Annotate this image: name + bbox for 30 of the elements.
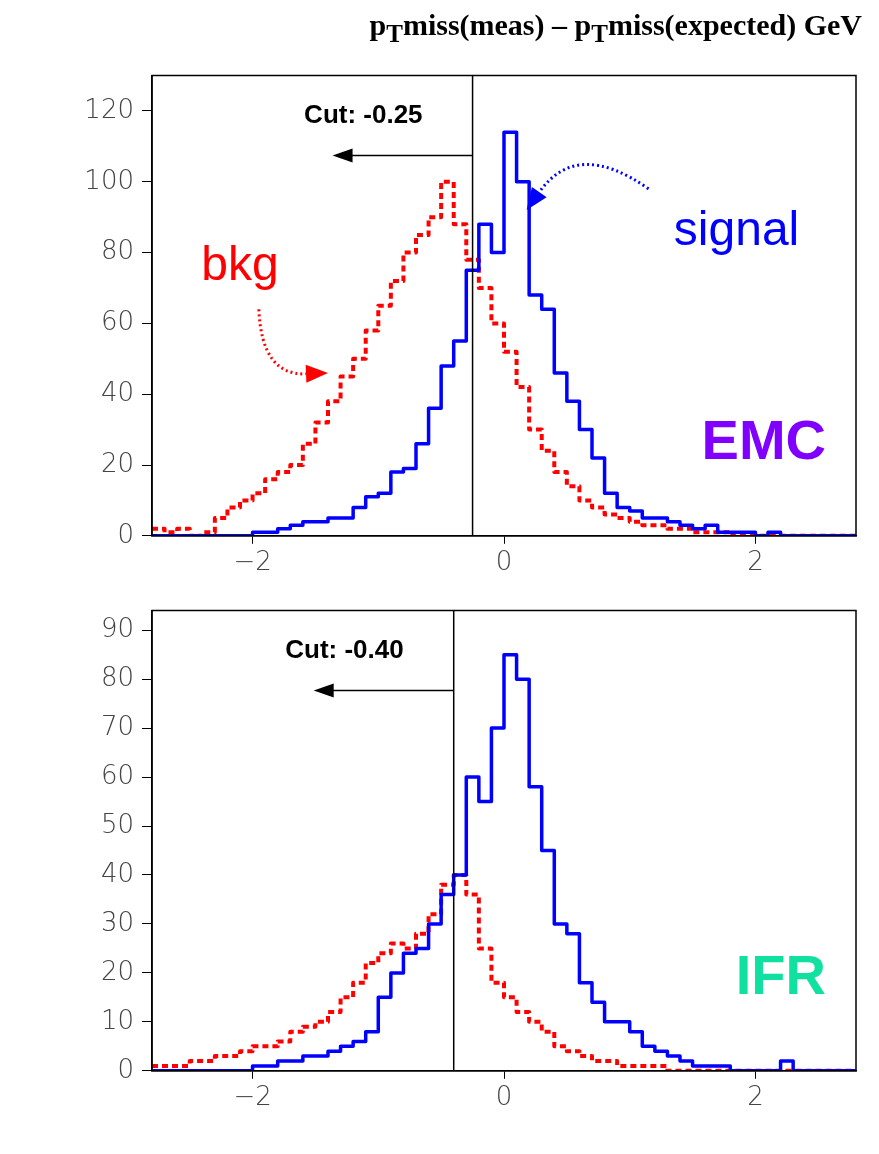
y-tick-label: 80 — [100, 661, 134, 692]
x-tick-label: 0 — [495, 1081, 513, 1112]
y-tick-label: 40 — [100, 857, 134, 888]
annotation: EMC — [701, 408, 826, 472]
x-tick-label: 2 — [747, 546, 764, 577]
annotation: IFR — [735, 943, 826, 1007]
y-tick-label: 60 — [100, 306, 134, 337]
y-tick-label: 20 — [100, 955, 134, 986]
y-tick-label: 40 — [100, 376, 134, 407]
y-tick-label: 90 — [100, 612, 134, 643]
y-tick-label: 30 — [100, 906, 134, 937]
y-tick-label: 10 — [100, 1004, 134, 1035]
y-tick-label: 80 — [100, 235, 134, 266]
y-tick-label: 70 — [100, 710, 134, 741]
y-tick-label: 0 — [117, 1053, 134, 1084]
ref-line-label: Cut: -0.25 — [304, 98, 423, 129]
y-tick-label: 0 — [117, 518, 134, 549]
y-tick-label: 120 — [84, 93, 134, 124]
series-label: bkg — [201, 236, 279, 290]
x-tick-label: −2 — [233, 546, 272, 577]
x-tick-label: 0 — [495, 546, 513, 577]
y-tick-label: 50 — [100, 808, 134, 839]
x-tick-label: −2 — [233, 1081, 272, 1112]
y-tick-label: 20 — [100, 447, 134, 478]
y-tick-label: 60 — [100, 759, 134, 790]
x-tick-label: 2 — [747, 1081, 764, 1112]
ref-line-label: Cut: -0.40 — [285, 633, 404, 664]
y-tick-label: 100 — [84, 164, 134, 195]
text: signal — [673, 201, 800, 255]
chart-title: p$_{T}$miss(meas) – p$_{T}$miss(expected) GeV — [368, 8, 863, 49]
